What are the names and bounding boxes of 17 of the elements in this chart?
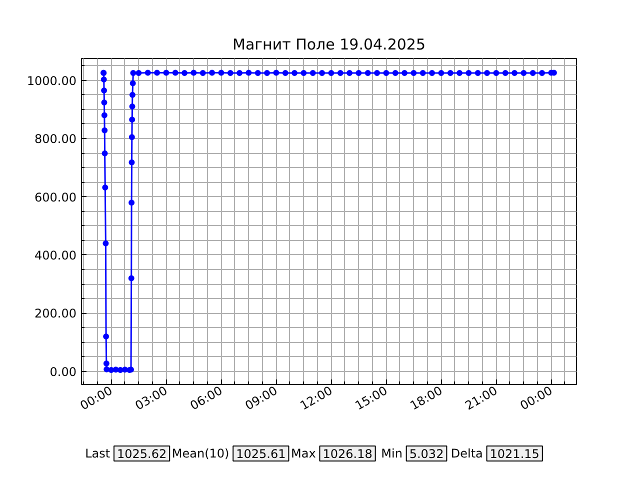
text: 1025.61 [236,447,286,461]
text: 1025.62 [116,447,167,461]
text: Mean(10) [172,446,230,460]
y-tick-label: 800.00 [34,132,77,146]
text: 1026.18 [322,447,372,461]
text: 1021.15 [490,447,540,461]
chart-title: Магнит Поле 19.04.2025 [232,36,426,54]
text: Last [85,446,110,460]
y-tick-label: 400.00 [34,248,77,262]
text: 5.032 [409,447,444,461]
y-tick-label: 0.00 [50,364,76,379]
text: Max [291,446,316,460]
y-tick-label: 1000.00 [26,74,76,88]
text: Delta [450,446,483,460]
text: Min [381,446,402,460]
y-tick-label: 200.00 [34,306,77,321]
y-tick-label: 600.00 [34,190,77,204]
